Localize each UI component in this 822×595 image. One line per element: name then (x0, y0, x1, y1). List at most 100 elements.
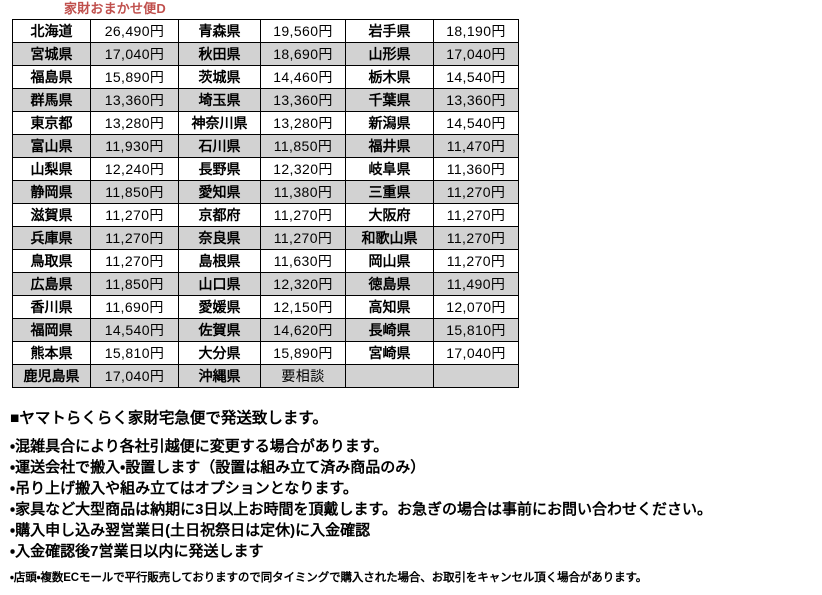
table-row: 東京都 13,280円 神奈川県 13,280円 新潟県 14,540円 (12, 111, 519, 135)
table-cell-prefecture: 茨城県 (178, 65, 261, 89)
table-cell-price: 17,040円 (90, 42, 179, 66)
table-cell-prefecture: 神奈川県 (178, 111, 261, 135)
table-cell-price: 11,270円 (260, 203, 346, 227)
table-cell-price: 11,850円 (90, 272, 179, 296)
table-cell-price: 11,930円 (90, 134, 179, 158)
table-cell-empty (433, 364, 519, 388)
table-cell-prefecture: 愛媛県 (178, 295, 261, 319)
table-cell-prefecture: 山梨県 (12, 157, 91, 181)
fare-table-container: 北海道 26,490円 青森県 19,560円 岩手県 18,190円 宮城県 17,040円… (12, 19, 519, 388)
table-row: 福岡県 14,540円 佐賀県 14,620円 長崎県 15,810円 (12, 318, 519, 342)
table-row: 熊本県 15,810円 大分県 15,890円 宮崎県 17,040円 (12, 341, 519, 365)
table-cell-prefecture: 岩手県 (345, 19, 434, 43)
table-cell-price: 14,460円 (260, 65, 346, 89)
shipping-notes: ■ヤマトらくらく家財宅急便で発送致します。 ・混雑具合により各社引越便に変更する… (10, 408, 816, 587)
table-cell-price: 11,270円 (433, 203, 519, 227)
table-cell-empty (345, 364, 434, 388)
table-cell-price: 19,560円 (260, 19, 346, 43)
table-cell-price: 15,810円 (433, 318, 519, 342)
table-row: 滋賀県 11,270円 京都府 11,270円 大阪府 11,270円 (12, 203, 519, 227)
table-cell-price: 11,380円 (260, 180, 346, 204)
table-cell-prefecture: 東京都 (12, 111, 91, 135)
table-cell-prefecture: 大阪府 (345, 203, 434, 227)
table-cell-prefecture: 長野県 (178, 157, 261, 181)
table-cell-price: 13,280円 (260, 111, 346, 135)
table-cell-prefecture: 新潟県 (345, 111, 434, 135)
table-cell-price: 12,320円 (260, 272, 346, 296)
table-cell-prefecture: 埼玉県 (178, 88, 261, 112)
notes-bullet: ・入金確認後7営業日以内に発送します (10, 543, 264, 560)
table-cell-price: 14,540円 (433, 111, 519, 135)
notes-bullet-list: ・混雑具合により各社引越便に変更する場合があります。・運送会社で搬入・設置します… (10, 436, 816, 562)
table-cell-price: 14,620円 (260, 318, 346, 342)
table-cell-prefecture: 福岡県 (12, 318, 91, 342)
table-cell-prefecture: 秋田県 (178, 42, 261, 66)
table-cell-price: 11,470円 (433, 134, 519, 158)
table-cell-prefecture: 佐賀県 (178, 318, 261, 342)
table-cell-prefecture: 大分県 (178, 341, 261, 365)
table-cell-prefecture: 群馬県 (12, 88, 91, 112)
table-cell-prefecture: 香川県 (12, 295, 91, 319)
notes-bullet: ・家具など大型商品は納期に3日以上お時間を頂戴します。お急ぎの場合は事前にお問い… (10, 501, 712, 518)
table-cell-price: 11,490円 (433, 272, 519, 296)
table-cell-price: 11,270円 (433, 180, 519, 204)
notes-bullet: ・混雑具合により各社引越便に変更する場合があります。 (10, 438, 389, 455)
table-row: 鳥取県 11,270円 島根県 11,630円 岡山県 11,270円 (12, 249, 519, 273)
table-cell-price: 11,270円 (90, 249, 179, 273)
table-cell-price: 11,270円 (433, 226, 519, 250)
table-cell-prefecture: 奈良県 (178, 226, 261, 250)
notes-bullet: ・運送会社で搬入・設置します（設置は組み立て済み商品のみ） (10, 459, 426, 476)
table-row: 群馬県 13,360円 埼玉県 13,360円 千葉県 13,360円 (12, 88, 519, 112)
table-cell-price: 17,040円 (433, 42, 519, 66)
table-cell-prefecture: 沖縄県 (178, 364, 261, 388)
notes-bullet: ・購入申し込み翌営業日(土日祝祭日は定休)に入金確認 (10, 522, 371, 539)
table-cell-prefecture: 高知県 (345, 295, 434, 319)
table-cell-price: 13,360円 (260, 88, 346, 112)
table-row: 福島県 15,890円 茨城県 14,460円 栃木県 14,540円 (12, 65, 519, 89)
table-cell-prefecture: 愛知県 (178, 180, 261, 204)
table-cell-price: 14,540円 (433, 65, 519, 89)
table-cell-prefecture: 長崎県 (345, 318, 434, 342)
table-cell-prefecture: 福島県 (12, 65, 91, 89)
table-cell-price: 14,540円 (90, 318, 179, 342)
table-row: 北海道 26,490円 青森県 19,560円 岩手県 18,190円 (12, 19, 519, 43)
table-cell-prefecture: 岐阜県 (345, 157, 434, 181)
table-cell-price: 12,150円 (260, 295, 346, 319)
table-cell-prefecture: 富山県 (12, 134, 91, 158)
table-cell-prefecture: 山口県 (178, 272, 261, 296)
table-cell-price: 13,280円 (90, 111, 179, 135)
table-cell-price: 12,070円 (433, 295, 519, 319)
table-cell-prefecture: 福井県 (345, 134, 434, 158)
table-cell-prefecture: 宮崎県 (345, 341, 434, 365)
table-cell-prefecture: 宮城県 (12, 42, 91, 66)
table-cell-price: 18,190円 (433, 19, 519, 43)
table-cell-price: 11,850円 (90, 180, 179, 204)
table-cell-price: 18,690円 (260, 42, 346, 66)
shipping-fare-table: 北海道 26,490円 青森県 19,560円 岩手県 18,190円 宮城県 17,040円… (12, 19, 519, 388)
table-cell-prefecture: 静岡県 (12, 180, 91, 204)
table-row: 山梨県 12,240円 長野県 12,320円 岐阜県 11,360円 (12, 157, 519, 181)
table-row: 広島県 11,850円 山口県 12,320円 徳島県 11,490円 (12, 272, 519, 296)
table-cell-prefecture: 鹿児島県 (12, 364, 91, 388)
table-row: 宮城県 17,040円 秋田県 18,690円 山形県 17,040円 (12, 42, 519, 66)
table-cell-prefecture: 山形県 (345, 42, 434, 66)
table-cell-price: 17,040円 (433, 341, 519, 365)
table-cell-prefecture: 栃木県 (345, 65, 434, 89)
table-cell-price: 11,270円 (260, 226, 346, 250)
table-cell-price: 15,810円 (90, 341, 179, 365)
table-cell-prefecture: 北海道 (12, 19, 91, 43)
table-cell-prefecture: 熊本県 (12, 341, 91, 365)
table-cell-price: 15,890円 (90, 65, 179, 89)
table-cell-prefecture: 島根県 (178, 249, 261, 273)
table-cell-prefecture: 和歌山県 (345, 226, 434, 250)
table-cell-price: 11,360円 (433, 157, 519, 181)
table-cell-prefecture: 石川県 (178, 134, 261, 158)
table-cell-price: 11,630円 (260, 249, 346, 273)
table-cell-price: 13,360円 (433, 88, 519, 112)
table-cell-prefecture: 徳島県 (345, 272, 434, 296)
notes-fine-print: ・店頭・複数ECモールで平行販売しておりますので同タイミングで購入された場合、お… (10, 572, 648, 584)
table-cell-price: 11,270円 (90, 203, 179, 227)
notes-heading: ■ヤマトらくらく家財宅急便で発送致します。 (10, 410, 328, 427)
page-title: 家財おまかせ便D (64, 1, 166, 16)
